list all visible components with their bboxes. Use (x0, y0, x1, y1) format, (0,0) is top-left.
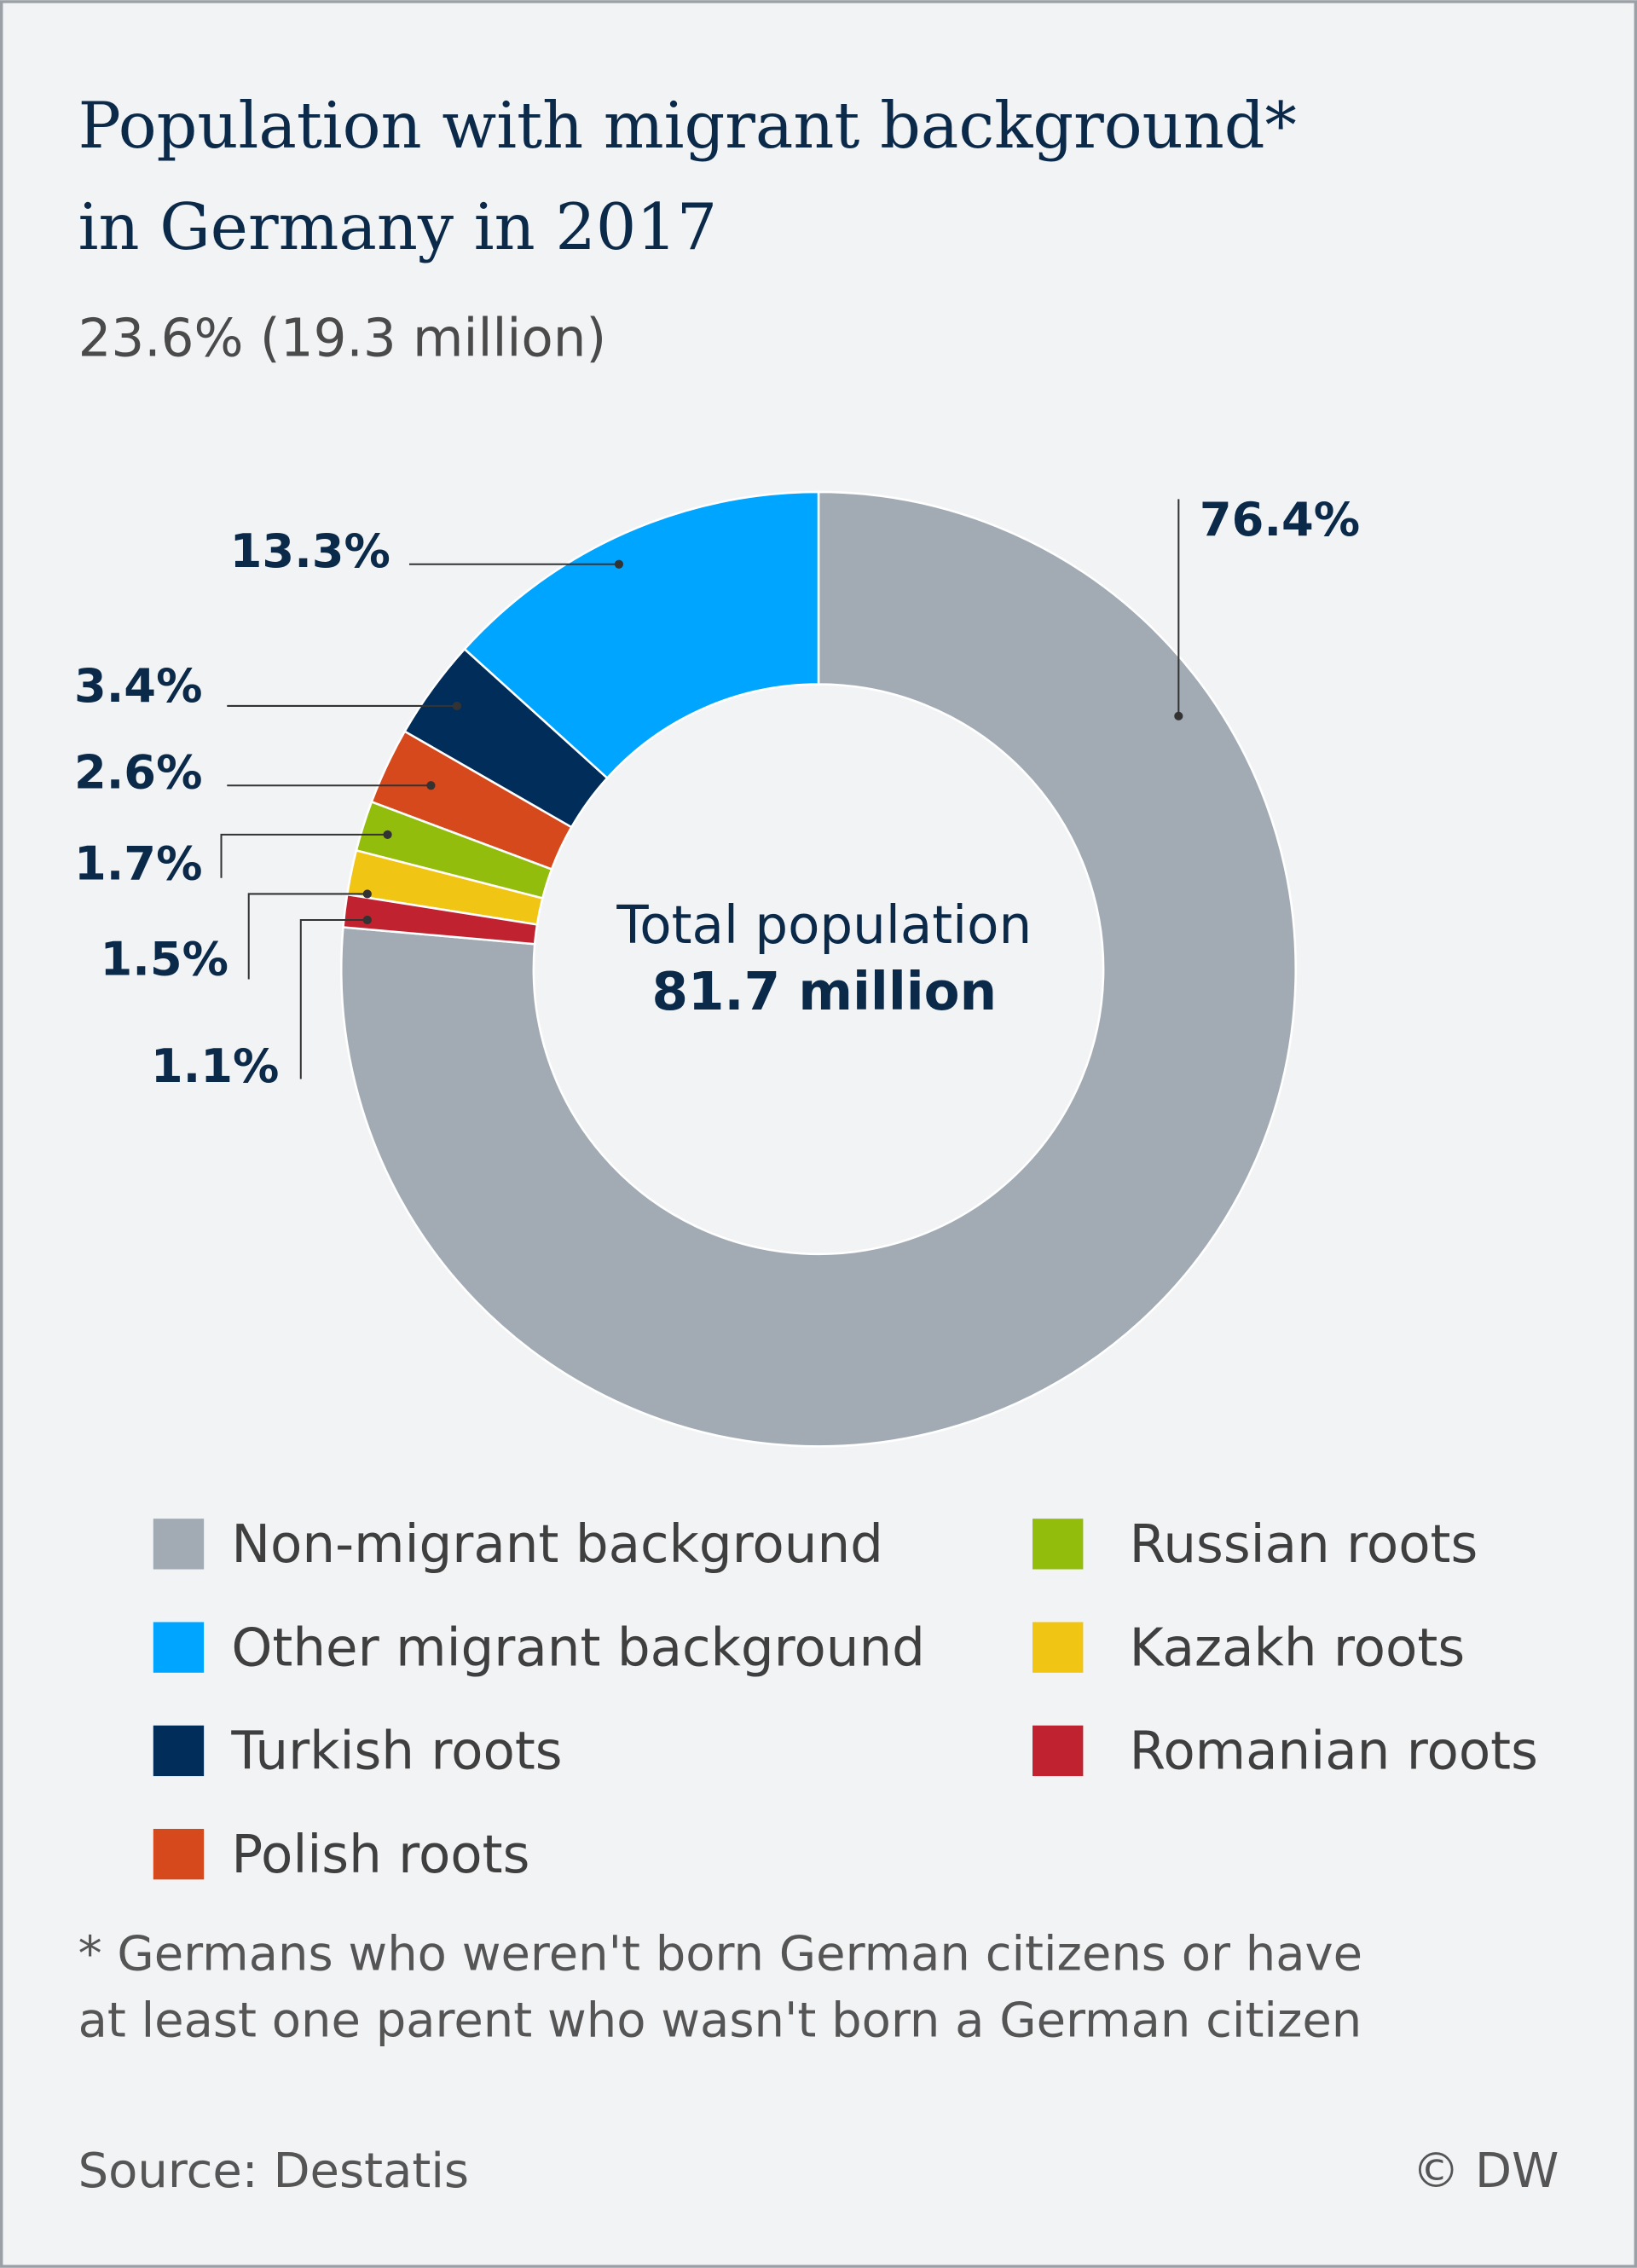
leader-dot (452, 701, 462, 711)
footnote: * Germans who weren't born German citize… (78, 1926, 1363, 1982)
legend-swatch (1033, 1622, 1084, 1673)
donut-slice (345, 848, 544, 926)
donut-slice (463, 490, 820, 780)
donut-slice (340, 490, 1297, 1448)
value-label: 76.4% (1200, 493, 1360, 547)
leader-dot (383, 830, 392, 839)
center-value: 81.7 million (651, 962, 997, 1022)
leader-dot (362, 915, 372, 925)
legend-label: Russian roots (1130, 1514, 1478, 1575)
donut-slice (370, 730, 574, 871)
leader-line (220, 833, 388, 878)
legend-label: Non-migrant background (231, 1514, 883, 1575)
chart-title: Population with migrant background* (78, 89, 1297, 163)
legend-swatch (1033, 1519, 1084, 1570)
legend-swatch (1033, 1725, 1084, 1777)
leader-line (299, 918, 367, 1079)
leader-dot (362, 889, 372, 899)
leader-dot (426, 781, 436, 790)
value-label: 2.6% (74, 746, 203, 800)
value-label: 13.3% (230, 524, 390, 578)
leader-line (247, 893, 367, 980)
value-label: 1.5% (100, 932, 228, 986)
legend-label: Kazakh roots (1130, 1617, 1465, 1678)
legend-label: Turkish roots (230, 1721, 562, 1782)
donut-slice (342, 893, 539, 946)
leader-dot (614, 559, 624, 569)
value-label: 1.1% (151, 1039, 280, 1093)
legend-label: Polish roots (231, 1825, 529, 1885)
legend-label: Other migrant background (231, 1617, 925, 1678)
value-label: 1.7% (74, 836, 203, 890)
legend-label: Romanian roots (1130, 1721, 1538, 1782)
source: Source: Destatis (78, 2144, 469, 2199)
footnote: at least one parent who wasn't born a Ge… (78, 1993, 1362, 2048)
credit: © DW (1412, 2144, 1559, 2199)
leader-dot (1174, 711, 1183, 720)
value-label: 3.4% (74, 659, 203, 713)
legend-swatch (153, 1519, 205, 1570)
chart-title: in Germany in 2017 (78, 190, 718, 264)
legend-swatch (153, 1725, 205, 1777)
legend-swatch (153, 1828, 205, 1880)
legend-swatch (153, 1622, 205, 1673)
subtitle: 23.6% (19.3 million) (78, 308, 607, 368)
center-label: Total population (616, 895, 1032, 956)
